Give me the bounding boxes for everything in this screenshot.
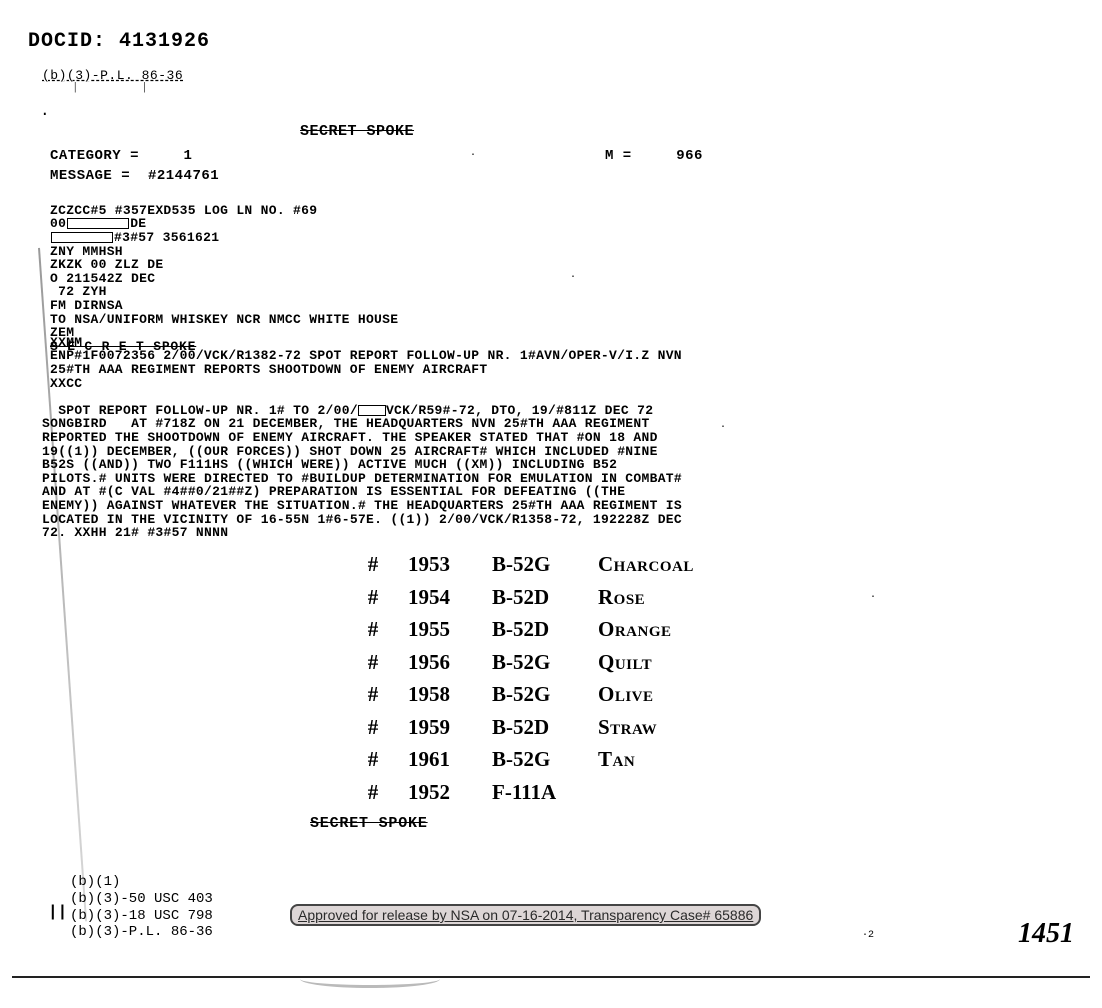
redaction-box bbox=[67, 218, 129, 229]
classification-footer-strikethrough: SECRET SPOKE bbox=[310, 815, 428, 832]
tiny-mark: ·2 bbox=[862, 930, 874, 941]
s3-l10: 72. XXHH 21# #3#57 NNNN bbox=[42, 525, 228, 540]
smudge-mark bbox=[300, 970, 440, 988]
hw-hash: # bbox=[362, 613, 384, 646]
hw-row: # 1952 F-111A bbox=[362, 776, 694, 809]
hw-row: # 1954 B-52D Rose bbox=[362, 581, 694, 614]
hw-year: 1959 bbox=[408, 711, 468, 744]
hw-name: Tan bbox=[598, 743, 635, 776]
hw-hash: # bbox=[362, 646, 384, 679]
double-bar-mark: || bbox=[48, 903, 67, 921]
classification-header-strikethrough: SECRET SPOKE bbox=[300, 123, 414, 140]
hw-year: 1958 bbox=[408, 678, 468, 711]
hw-row: # 1959 B-52D Straw bbox=[362, 711, 694, 744]
docid: DOCID: 4131926 bbox=[28, 30, 210, 53]
tick-marks: | | bbox=[72, 82, 176, 94]
hw-model: B-52G bbox=[492, 678, 574, 711]
hw-row: # 1953 B-52G Charcoal bbox=[362, 548, 694, 581]
hw-hash: # bbox=[362, 678, 384, 711]
m-value: 966 bbox=[676, 148, 703, 164]
hw-year: 1956 bbox=[408, 646, 468, 679]
hw-year: 1953 bbox=[408, 548, 468, 581]
exemption-line: (b)(3)-P.L. 86-36 bbox=[70, 924, 213, 941]
stray-dot: . bbox=[870, 590, 876, 601]
stray-mark: · bbox=[40, 105, 50, 123]
stray-dot: . bbox=[470, 148, 476, 159]
category-value: 1 bbox=[184, 148, 193, 164]
handwritten-page-number: 1451 bbox=[1018, 918, 1074, 950]
handwritten-aircraft-list: # 1953 B-52G Charcoal # 1954 B-52D Rose … bbox=[362, 548, 694, 808]
hw-hash: # bbox=[362, 776, 384, 809]
hw-hash: # bbox=[362, 743, 384, 776]
top-redaction-code: (b)(3)-P.L. 86-36 bbox=[42, 68, 183, 83]
m-field: M = 966 bbox=[605, 148, 703, 164]
hw-year: 1952 bbox=[408, 776, 468, 809]
hw-year: 1961 bbox=[408, 743, 468, 776]
s2-l3: 25#TH AAA REGIMENT REPORTS SHOOTDOWN OF … bbox=[50, 362, 487, 377]
hw-year: 1954 bbox=[408, 581, 468, 614]
hw-model: B-52G bbox=[492, 548, 574, 581]
hw-name: Straw bbox=[598, 711, 657, 744]
hw-row: # 1958 B-52G Olive bbox=[362, 678, 694, 711]
exemption-line: (b)(3)-18 USC 798 bbox=[70, 908, 213, 925]
hw-model: B-52D bbox=[492, 711, 574, 744]
hw-row: # 1961 B-52G Tan bbox=[362, 743, 694, 776]
hw-model: B-52G bbox=[492, 646, 574, 679]
hw-hash: # bbox=[362, 581, 384, 614]
m-label: M = bbox=[605, 148, 632, 164]
hw-year: 1955 bbox=[408, 613, 468, 646]
redaction-box bbox=[51, 232, 113, 243]
approval-stamp: Approved for release by NSA on 07-16-201… bbox=[290, 904, 761, 926]
exemption-line: (b)(3)-50 USC 403 bbox=[70, 891, 213, 908]
hw-row: # 1955 B-52D Orange bbox=[362, 613, 694, 646]
hw-name: Charcoal bbox=[598, 548, 694, 581]
message-section-2: XXMM ENP#1F0072356 2/00/VCK/R1382-72 SPO… bbox=[50, 322, 682, 390]
stray-dot: . bbox=[720, 420, 726, 431]
message-body: SPOT REPORT FOLLOW-UP NR. 1# TO 2/00/VCK… bbox=[42, 390, 682, 540]
message-value: #2144761 bbox=[148, 168, 219, 184]
stray-dot: . bbox=[570, 270, 576, 281]
hw-model: B-52G bbox=[492, 743, 574, 776]
message-row: MESSAGE = #2144761 bbox=[50, 168, 219, 184]
message-label: MESSAGE = bbox=[50, 168, 130, 184]
hw-model: F-111A bbox=[492, 776, 574, 809]
bottom-border bbox=[12, 976, 1090, 978]
exemption-line: (b)(1) bbox=[70, 874, 213, 891]
hw-name: Olive bbox=[598, 678, 654, 711]
category-row: CATEGORY = 1 M = 966 bbox=[50, 148, 750, 164]
hw-model: B-52D bbox=[492, 581, 574, 614]
hw-name: Quilt bbox=[598, 646, 652, 679]
hw-row: # 1956 B-52G Quilt bbox=[362, 646, 694, 679]
hw-hash: # bbox=[362, 711, 384, 744]
hw-name: Orange bbox=[598, 613, 672, 646]
docid-label: DOCID: bbox=[28, 30, 106, 53]
hw-name: Rose bbox=[598, 581, 645, 614]
redaction-box-small bbox=[358, 405, 386, 416]
hw-hash: # bbox=[362, 548, 384, 581]
exemption-codes: (b)(1) (b)(3)-50 USC 403 (b)(3)-18 USC 7… bbox=[70, 874, 213, 941]
s2-l4: XXCC bbox=[50, 376, 82, 391]
hw-model: B-52D bbox=[492, 613, 574, 646]
category-label: CATEGORY = bbox=[50, 148, 139, 164]
docid-value: 4131926 bbox=[119, 30, 210, 53]
